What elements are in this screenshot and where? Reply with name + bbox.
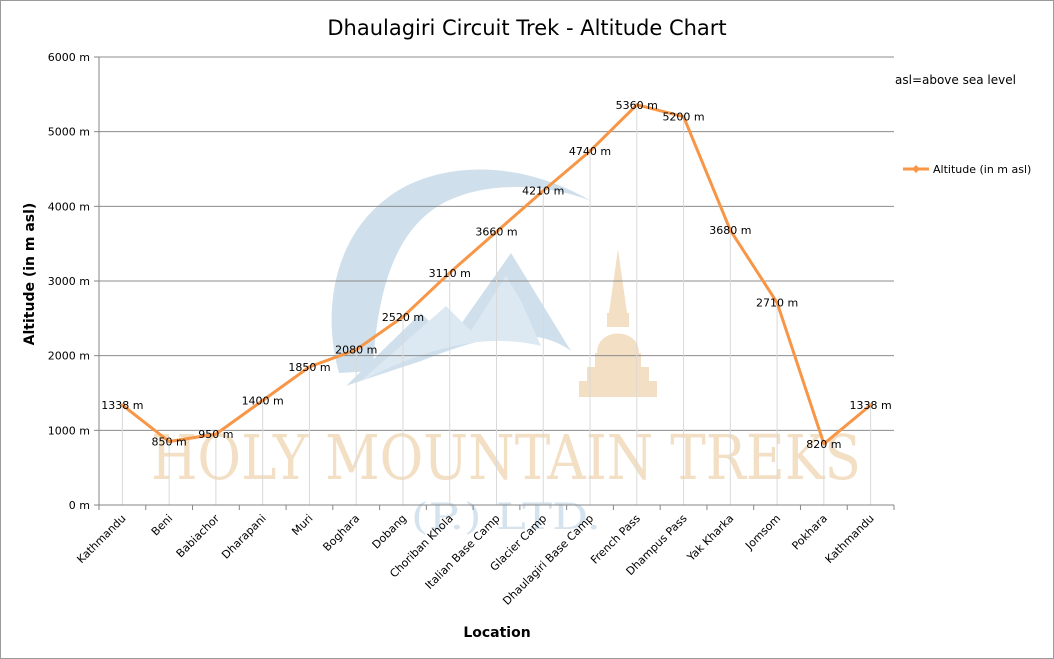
asl-note: asl=above sea level: [895, 73, 1016, 87]
data-label-6: 2520 m: [382, 311, 424, 324]
data-label-14: 2710 m: [756, 297, 798, 310]
data-point-1: [167, 440, 171, 444]
y-axis-title: Altitude (in m asl): [22, 203, 38, 346]
watermark-stupa: [579, 249, 657, 397]
legend-diamond-marker: [912, 165, 920, 173]
y-tick-label-3: 3000 m: [48, 275, 90, 288]
data-label-0: 1338 m: [101, 399, 143, 412]
drop-lines: [121, 104, 872, 505]
series-altitude: [120, 103, 873, 446]
data-point-9: [541, 189, 545, 193]
data-labels: 1338 m 850 m 950 m 1400 m 1850 m 2080 m 2520 m…: [101, 99, 891, 451]
data-label-1: 850 m: [152, 436, 187, 449]
data-point-2: [214, 432, 218, 436]
data-point-7: [448, 271, 452, 275]
legend: Altitude (in m asl): [903, 163, 1031, 176]
data-label-2: 950 m: [198, 428, 233, 441]
y-axis-ticks: 0 m 1000 m 2000 m 3000 m 4000 m 5000 m 6000 m: [48, 51, 99, 512]
data-point-10: [588, 149, 592, 153]
watermark-swoosh: [331, 169, 591, 373]
x-tick-label-3: Dharapani: [219, 512, 269, 562]
watermark-line1: HOLY MOUNTAIN TREKS: [151, 421, 861, 494]
data-label-8: 3660 m: [475, 226, 517, 239]
data-point-15: [822, 442, 826, 446]
y-tick-label-2: 2000 m: [48, 350, 90, 363]
data-point-5: [354, 348, 358, 352]
chart-title: Dhaulagiri Circuit Trek - Altitude Chart: [327, 16, 726, 40]
data-point-13: [728, 228, 732, 232]
legend-series-name: Altitude (in m asl): [933, 163, 1031, 176]
data-label-12: 5200 m: [662, 111, 704, 124]
data-label-9: 4210 m: [522, 185, 564, 198]
data-label-7: 3110 m: [429, 267, 471, 280]
data-label-4: 1850 m: [288, 361, 330, 374]
y-tick-label-6: 6000 m: [48, 51, 90, 64]
y-tick-label-1: 1000 m: [48, 424, 90, 437]
data-point-6: [401, 315, 405, 319]
data-point-4: [307, 365, 311, 369]
watermark-line2: (P.) LTD.: [411, 497, 601, 538]
data-point-11: [635, 103, 639, 107]
x-tick-label-5: Boghara: [320, 512, 362, 554]
x-tick-label-13: Yak Kharka: [684, 512, 736, 564]
x-tick-label-1: Beni: [149, 512, 175, 538]
data-point-8: [495, 230, 498, 234]
data-point-16: [869, 403, 873, 407]
x-tick-label-15: Pokhara: [789, 512, 830, 553]
data-label-11: 5360 m: [616, 99, 658, 112]
data-point-14: [775, 301, 779, 305]
x-tick-label-2: Babiachor: [174, 512, 223, 561]
data-point-3: [261, 398, 265, 402]
data-label-10: 4740 m: [569, 145, 611, 158]
x-tick-label-14: Jomsom: [742, 512, 783, 553]
y-tick-label-0: 0 m: [69, 499, 90, 512]
data-label-3: 1400 m: [242, 394, 284, 407]
x-tick-label-6: Dobang: [370, 512, 410, 552]
watermark-logo: HOLY MOUNTAIN TREKS (P.) LTD.: [151, 169, 861, 538]
y-tick-label-5: 5000 m: [48, 126, 90, 139]
data-label-16: 1338 m: [850, 399, 892, 412]
y-tick-label-4: 4000 m: [48, 200, 90, 213]
x-tick-label-4: Muri: [289, 512, 315, 538]
data-label-13: 3680 m: [709, 224, 751, 237]
data-label-5: 2080 m: [335, 344, 377, 357]
x-tick-label-16: Kathmandu: [823, 512, 877, 566]
data-label-15: 820 m: [806, 438, 841, 451]
data-point-0: [120, 403, 124, 407]
x-axis-title: Location: [463, 625, 530, 641]
data-point-12: [682, 115, 686, 119]
x-tick-label-0: Kathmandu: [74, 512, 128, 566]
